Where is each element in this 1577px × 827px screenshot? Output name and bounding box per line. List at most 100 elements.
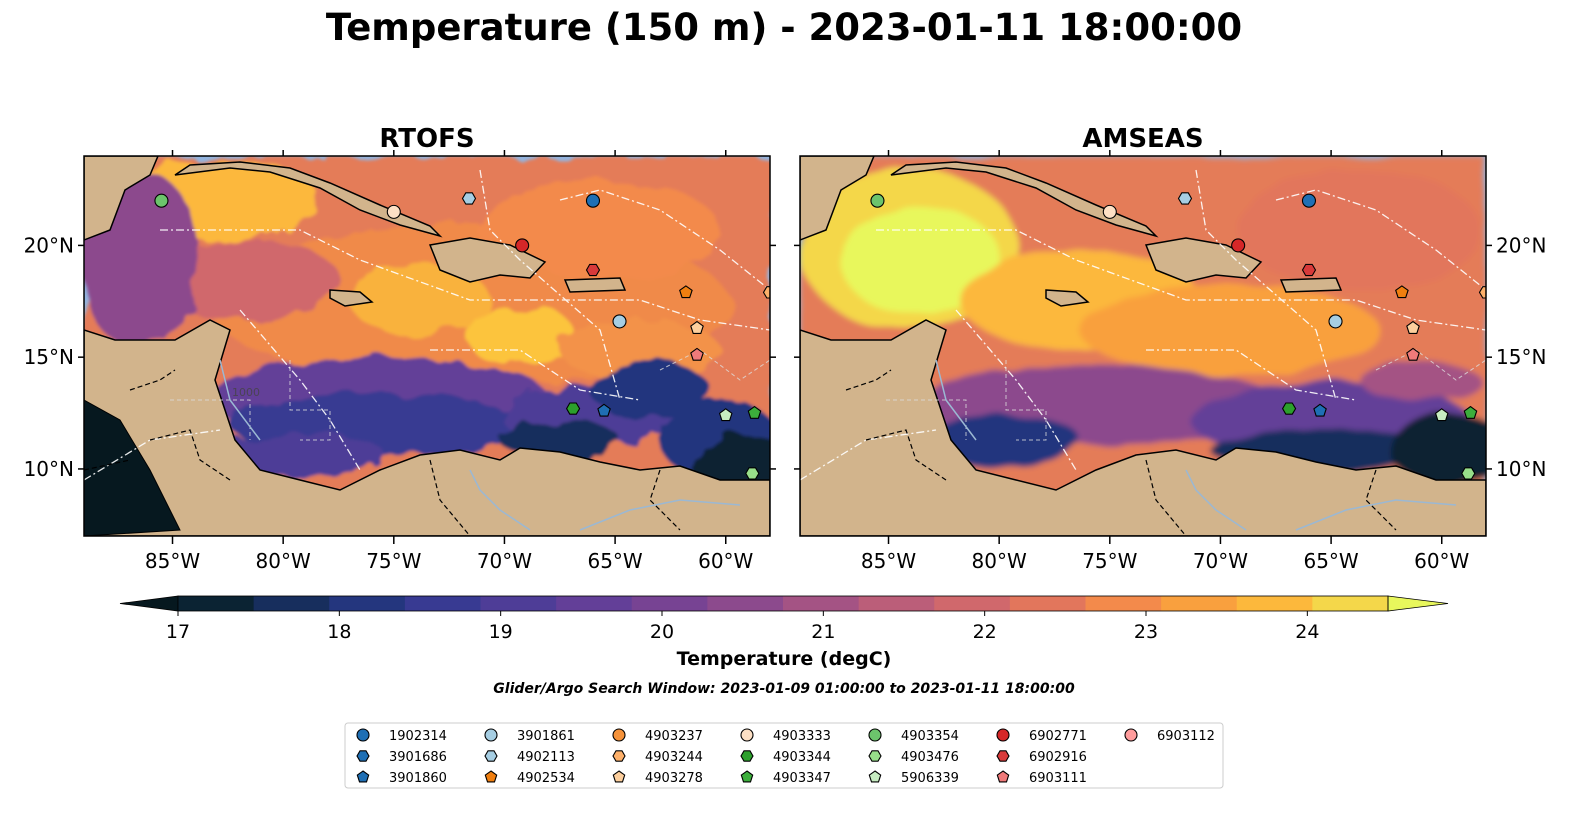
- floats-rtofs: [154, 192, 770, 480]
- legend-item: 5906339: [868, 770, 959, 786]
- float-marker-6902916: [1301, 263, 1317, 277]
- legend-label: 4903278: [645, 771, 703, 786]
- lon-tick-label: 60°W: [698, 549, 753, 573]
- map-panel-rtofs: RTOFS: [24, 124, 776, 573]
- temperature-field-rtofs: [84, 156, 770, 536]
- legend-label: 4903344: [773, 750, 831, 765]
- legend-marker-circle-icon: [740, 728, 754, 742]
- colorbar-segment: [631, 596, 708, 611]
- legend-marker-hexagon-icon: [356, 750, 370, 762]
- legend-label: 4903354: [901, 729, 959, 744]
- float-marker-4903344: [565, 402, 581, 415]
- float-marker-4903244: [762, 286, 770, 299]
- float-marker-4902113: [1177, 192, 1193, 205]
- colorbar-tick-label: 17: [166, 621, 190, 643]
- colorbar-segment: [783, 596, 860, 611]
- lon-tick-label: 80°W: [972, 549, 1027, 573]
- float-marker-3901861: [1328, 314, 1343, 329]
- colorbar-tick-label: 20: [650, 621, 674, 643]
- map-frame-rtofs: [83, 155, 771, 537]
- float-marker-4903476: [1461, 467, 1476, 480]
- map-frame-amseas: [799, 155, 1487, 537]
- lon-tick-label: 65°W: [587, 549, 642, 573]
- colorbar-frame: [177, 595, 1389, 612]
- depth-contour-label: 1000: [232, 386, 260, 399]
- lon-tick-label: 65°W: [1303, 549, 1358, 573]
- float-marker-4903354: [870, 193, 885, 208]
- lon-ticks-amseas: 85°W 80°W 75°W 70°W 65°W 60°W: [861, 150, 1470, 573]
- float-marker-1902314: [1301, 193, 1317, 208]
- legend-item: 6902771: [996, 728, 1087, 744]
- lat-ticks-amseas: 10°N 15°N 20°N: [794, 233, 1546, 481]
- floats-amseas: [870, 192, 1486, 480]
- figure-title: Temperature (150 m) - 2023-01-11 18:00:0…: [326, 6, 1242, 49]
- colorbar-under-arrow: [119, 595, 179, 612]
- legend-label: 4902534: [517, 771, 575, 786]
- float-marker-4903476: [745, 467, 760, 480]
- float-marker-4902534: [679, 285, 693, 299]
- legend-label: 3901861: [517, 729, 575, 744]
- country-borders-rtofs: [84, 369, 681, 536]
- legend-marker-hexagon-icon: [868, 750, 882, 762]
- legend-item: 6903111: [996, 770, 1087, 786]
- legend-label: 5906339: [901, 771, 959, 786]
- float-marker-4903354: [154, 193, 169, 208]
- colorbar-segment: [480, 596, 557, 611]
- colorbar-segment: [178, 596, 255, 611]
- legend-label: 6902916: [1029, 750, 1087, 765]
- lon-tick-label: 70°W: [477, 549, 532, 573]
- colorbar-segments: [119, 595, 1449, 612]
- colorbar-tick-label: 18: [327, 621, 351, 643]
- float-marker-4902113: [461, 192, 477, 205]
- float-marker-6902771: [515, 238, 530, 253]
- legend-marker-hexagon-icon: [740, 750, 754, 762]
- legend-marker-pentagon-icon: [612, 770, 626, 783]
- colorbar-segment: [1009, 596, 1086, 611]
- country-borders-amseas: [845, 369, 1397, 536]
- rivers-amseas: [935, 359, 1457, 531]
- eez-boundaries-rtofs: [84, 169, 770, 481]
- legend-item: 4902113: [484, 750, 575, 765]
- legend-label: 4903347: [773, 771, 831, 786]
- float-marker-4903278: [690, 320, 704, 334]
- legend-label: 3901860: [389, 771, 447, 786]
- lat-tick-label: 20°N: [24, 233, 74, 257]
- lon-tick-label: 80°W: [256, 549, 311, 573]
- legend-item: 4903237: [612, 728, 703, 744]
- land-rtofs: [84, 156, 770, 536]
- colorbar-tick-label: 19: [489, 621, 513, 643]
- colorbar-ticks: 17 18 19 20 21 22 23 24: [166, 611, 1319, 643]
- coastal-dark-rtofs: [84, 399, 181, 536]
- rivers-rtofs: [219, 359, 741, 531]
- colorbar-tick-label: 24: [1295, 621, 1319, 643]
- legend-item: 4903354: [868, 728, 959, 744]
- land-amseas: [800, 156, 1486, 536]
- legend-marker-circle-icon: [356, 728, 370, 742]
- legend-marker-circle-icon: [868, 728, 882, 742]
- legend-marker-circle-icon: [612, 728, 626, 742]
- legend-item: 4903347: [740, 770, 831, 786]
- legend-marker-pentagon-icon: [868, 770, 882, 783]
- legend-label: 4902113: [517, 750, 575, 765]
- float-marker-4903344: [1281, 402, 1297, 415]
- map-title-amseas: AMSEAS: [1082, 124, 1203, 154]
- float-marker-4903333: [386, 204, 401, 219]
- colorbar-segment: [707, 596, 784, 611]
- legend-label: 3901686: [389, 750, 447, 765]
- float-marker-3901861: [612, 314, 627, 329]
- colorbar-tick-label: 23: [1134, 621, 1158, 643]
- legend-marker-hexagon-icon: [996, 750, 1010, 762]
- lon-tick-label: 75°W: [1082, 549, 1137, 573]
- float-marker-1902314: [585, 193, 601, 208]
- legend: 1902314 3901686 3901860 3901861 4902113 49025…: [344, 722, 1224, 789]
- colorbar-segment: [404, 596, 481, 611]
- colorbar-segment: [1085, 596, 1162, 611]
- legend-item: 4903278: [612, 770, 703, 786]
- legend-item: 1902314: [356, 728, 447, 744]
- lat-tick-label: 15°N: [24, 345, 74, 369]
- lon-ticks-rtofs: 85°W 80°W 75°W 70°W 65°W 60°W: [145, 150, 754, 573]
- legend-label: 4903476: [901, 750, 959, 765]
- legend-item: 3901686: [356, 750, 447, 765]
- float-marker-4902534: [1395, 285, 1409, 299]
- colorbar-segment: [1161, 596, 1238, 611]
